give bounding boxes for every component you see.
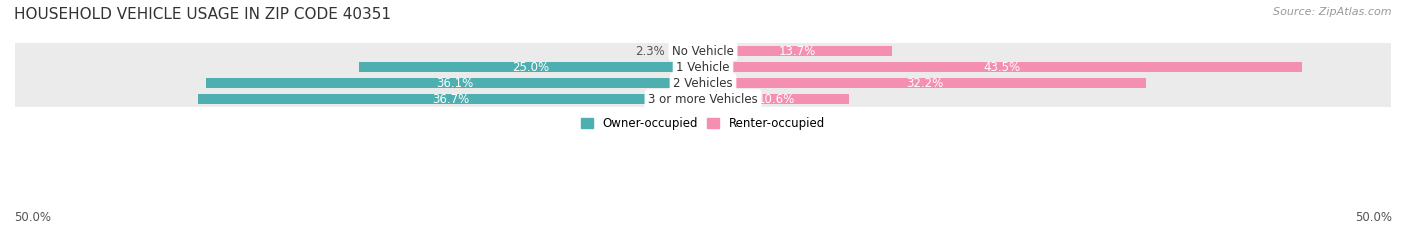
Bar: [359, 62, 703, 72]
Bar: [671, 46, 703, 56]
Text: 3 or more Vehicles: 3 or more Vehicles: [648, 93, 758, 106]
Bar: [15, 75, 1391, 91]
Text: 43.5%: 43.5%: [984, 61, 1021, 74]
Text: 1 Vehicle: 1 Vehicle: [676, 61, 730, 74]
Text: 2.3%: 2.3%: [634, 45, 665, 58]
Bar: [703, 78, 1146, 88]
Text: 36.1%: 36.1%: [436, 77, 474, 90]
Text: 36.7%: 36.7%: [432, 93, 470, 106]
Bar: [703, 62, 1302, 72]
Text: 13.7%: 13.7%: [779, 45, 815, 58]
Text: 2 Vehicles: 2 Vehicles: [673, 77, 733, 90]
Legend: Owner-occupied, Renter-occupied: Owner-occupied, Renter-occupied: [576, 113, 830, 135]
Text: HOUSEHOLD VEHICLE USAGE IN ZIP CODE 40351: HOUSEHOLD VEHICLE USAGE IN ZIP CODE 4035…: [14, 7, 391, 22]
Text: 50.0%: 50.0%: [1355, 211, 1392, 224]
Bar: [198, 94, 703, 104]
Bar: [15, 59, 1391, 75]
Bar: [15, 43, 1391, 59]
Text: 32.2%: 32.2%: [905, 77, 943, 90]
Bar: [703, 46, 891, 56]
Bar: [15, 91, 1391, 107]
Bar: [703, 94, 849, 104]
Text: 10.6%: 10.6%: [758, 93, 794, 106]
Text: 50.0%: 50.0%: [14, 211, 51, 224]
Text: No Vehicle: No Vehicle: [672, 45, 734, 58]
Text: 25.0%: 25.0%: [512, 61, 550, 74]
Text: Source: ZipAtlas.com: Source: ZipAtlas.com: [1274, 7, 1392, 17]
Bar: [207, 78, 703, 88]
